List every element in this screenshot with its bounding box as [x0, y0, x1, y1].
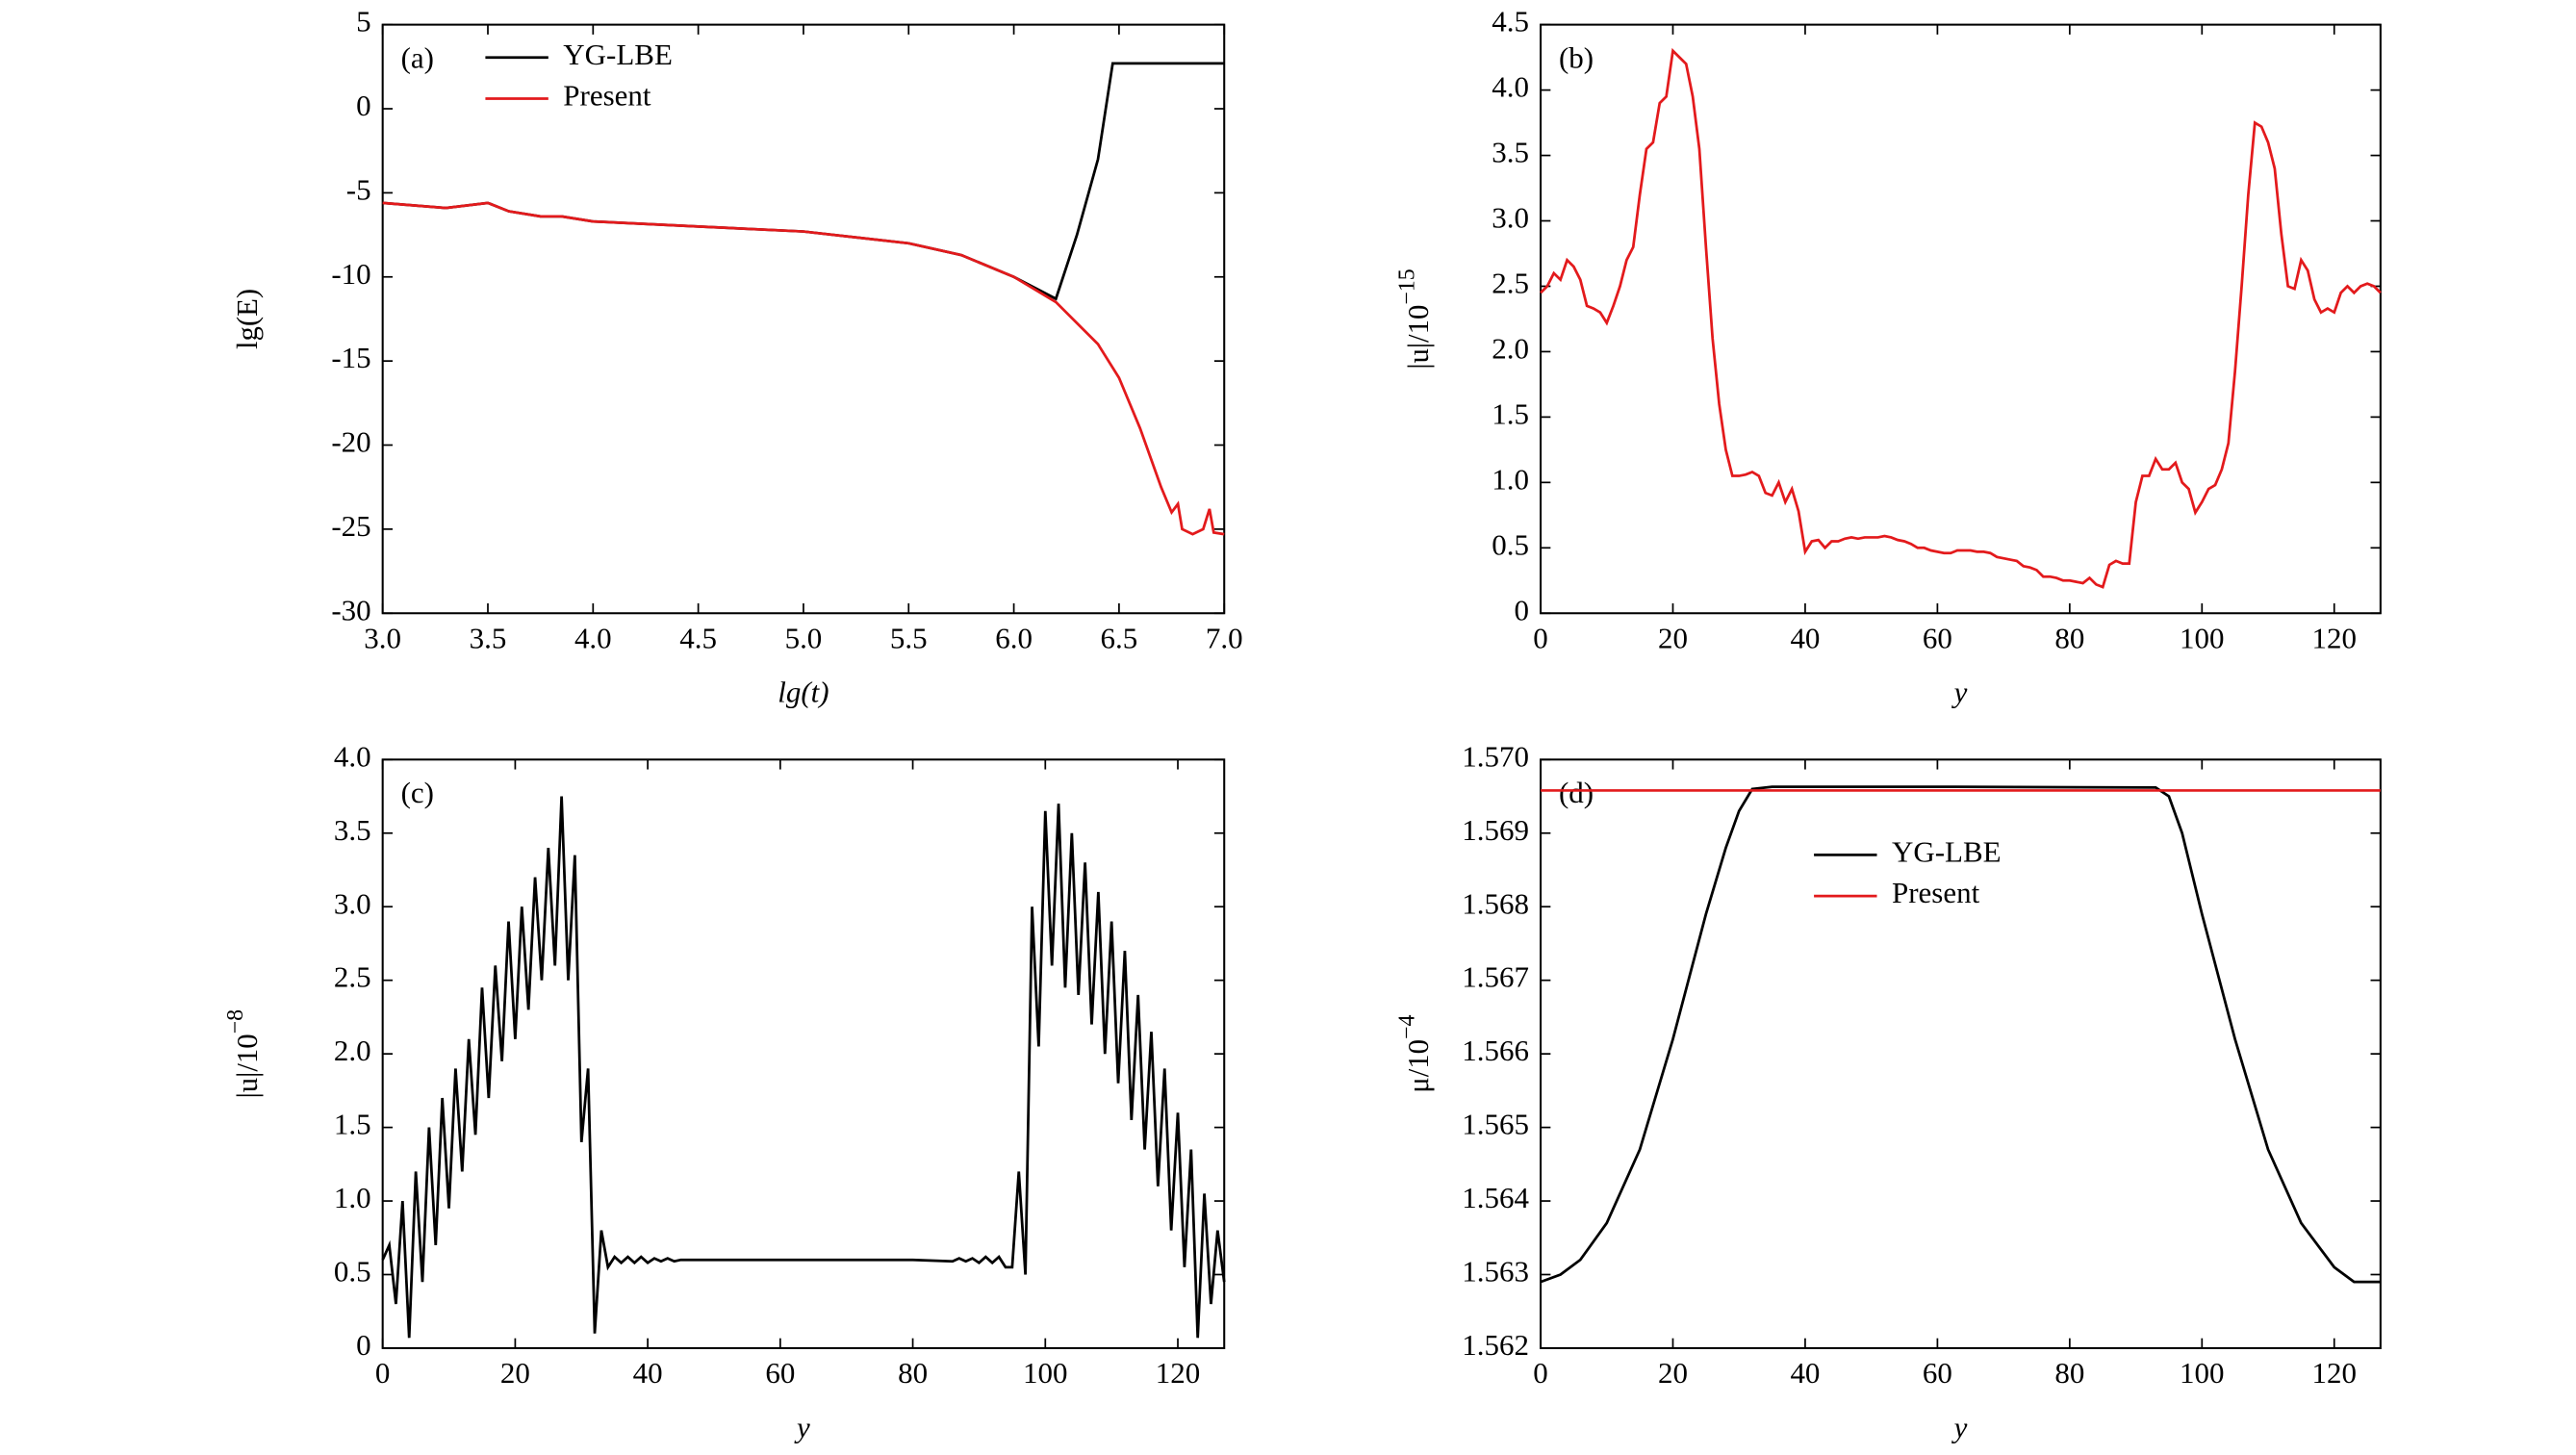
y-tick-label: 5 — [356, 5, 370, 38]
y-tick-label: 2.5 — [334, 960, 371, 994]
y-tick-label: 4.0 — [334, 739, 371, 773]
y-tick-label: 4.0 — [1492, 70, 1529, 104]
panel-annotation: (b) — [1559, 40, 1594, 74]
legend-label: YG-LBE — [1892, 835, 2002, 869]
y-tick-label: 1.564 — [1462, 1181, 1529, 1214]
x-tick-label: 3.5 — [470, 621, 507, 654]
y-tick-label: 4.5 — [1492, 5, 1529, 38]
x-tick-label: 0 — [375, 1356, 390, 1390]
axes-frame — [1540, 23, 2382, 615]
y-tick-label: 2.0 — [1492, 332, 1529, 366]
x-tick-label: 100 — [1023, 1356, 1067, 1390]
x-tick-label: 80 — [2054, 621, 2084, 654]
y-tick-label: 1.570 — [1462, 739, 1529, 773]
panel-annotation: (a) — [401, 40, 434, 74]
y-tick-label: 1.5 — [1492, 397, 1529, 431]
y-axis-label-text: μ/10 — [1401, 1039, 1435, 1093]
legend-label: YG-LBE — [563, 38, 673, 71]
y-tick-label: -30 — [331, 593, 370, 626]
x-tick-label: 40 — [1790, 1356, 1820, 1390]
y-tick-label: 3.0 — [334, 886, 371, 920]
x-tick-label: 40 — [1790, 621, 1820, 654]
y-tick-label: 1.563 — [1462, 1255, 1529, 1289]
y-tick-label: -25 — [331, 509, 370, 543]
x-tick-label: 20 — [500, 1356, 530, 1390]
x-axis-label: y — [1951, 676, 1968, 709]
y-tick-label: 3.0 — [1492, 201, 1529, 235]
x-tick-label: 4.5 — [679, 621, 717, 654]
x-tick-label: 4.0 — [574, 621, 612, 654]
data-line — [382, 201, 1225, 536]
y-tick-label: 2.5 — [1492, 267, 1529, 300]
y-tick-label: 2.0 — [334, 1034, 371, 1067]
y-tick-label: 1.569 — [1462, 813, 1529, 847]
legend-label: Present — [563, 79, 651, 113]
data-line — [1540, 785, 2381, 1284]
x-tick-label: 80 — [2054, 1356, 2084, 1390]
x-tick-label: 120 — [1156, 1356, 1200, 1390]
y-axis-label-exponent: −8 — [223, 1009, 248, 1034]
axes-frame — [381, 23, 1226, 615]
x-tick-label: 20 — [1658, 621, 1688, 654]
y-axis-label-text: |u|/10 — [230, 1034, 264, 1098]
y-axis-label-exponent: −4 — [1394, 1015, 1419, 1039]
x-tick-label: 80 — [898, 1356, 928, 1390]
x-tick-label: 7.0 — [1206, 621, 1243, 654]
x-tick-label: 100 — [2180, 1356, 2224, 1390]
y-tick-label: 1.5 — [334, 1108, 371, 1141]
y-axis-label-text: lg(E) — [230, 289, 264, 349]
y-tick-label: 1.566 — [1462, 1034, 1529, 1067]
panel-annotation: (d) — [1559, 776, 1594, 809]
y-axis-label: lg(E) — [230, 289, 264, 349]
y-tick-label: -10 — [331, 257, 370, 291]
x-tick-label: 6.5 — [1101, 621, 1138, 654]
x-tick-label: 120 — [2312, 621, 2357, 654]
legend-label: Present — [1892, 876, 1980, 909]
x-tick-label: 5.5 — [890, 621, 928, 654]
y-tick-label: 1.567 — [1462, 960, 1529, 994]
x-tick-label: 100 — [2180, 621, 2224, 654]
y-axis-label: |u|/10−8 — [223, 1009, 264, 1098]
y-tick-label: 3.5 — [1492, 136, 1529, 169]
data-line — [1540, 47, 2382, 589]
y-axis-label: μ/10−4 — [1394, 1015, 1435, 1093]
y-tick-label: 1.565 — [1462, 1108, 1529, 1141]
x-tick-label: 20 — [1658, 1356, 1688, 1390]
panel-annotation: (c) — [401, 776, 434, 809]
y-tick-label: 1.0 — [1492, 463, 1529, 497]
y-axis-label-exponent: −15 — [1394, 268, 1419, 304]
y-tick-label: 1.562 — [1462, 1328, 1529, 1362]
x-tick-label: 6.0 — [995, 621, 1033, 654]
x-axis-label: y — [1951, 1411, 1968, 1444]
y-tick-label: 3.5 — [334, 813, 371, 847]
x-tick-label: 5.0 — [785, 621, 823, 654]
x-tick-label: 120 — [2312, 1356, 2357, 1390]
y-tick-label: 0.5 — [1492, 527, 1529, 561]
y-tick-label: 1.568 — [1462, 886, 1529, 920]
y-tick-label: -15 — [331, 341, 370, 374]
x-tick-label: 3.0 — [364, 621, 401, 654]
y-tick-label: 1.0 — [334, 1181, 371, 1214]
y-tick-label: -20 — [331, 425, 370, 459]
x-tick-label: 0 — [1533, 1356, 1547, 1390]
x-axis-label: lg(t) — [778, 676, 829, 709]
y-tick-label: 0 — [1514, 593, 1528, 626]
x-tick-label: 0 — [1533, 621, 1547, 654]
x-tick-label: 40 — [633, 1356, 663, 1390]
x-tick-label: 60 — [1923, 1356, 1952, 1390]
data-line — [381, 796, 1226, 1339]
x-axis-label: y — [794, 1411, 810, 1444]
y-tick-label: 0.5 — [334, 1255, 371, 1289]
x-tick-label: 60 — [765, 1356, 795, 1390]
y-tick-label: 0 — [356, 89, 370, 122]
y-tick-label: -5 — [346, 173, 371, 207]
x-tick-label: 60 — [1923, 621, 1952, 654]
y-axis-label-text: |u|/10 — [1401, 305, 1435, 370]
y-tick-label: 0 — [356, 1328, 370, 1362]
y-axis-label: |u|/10−15 — [1394, 268, 1435, 369]
